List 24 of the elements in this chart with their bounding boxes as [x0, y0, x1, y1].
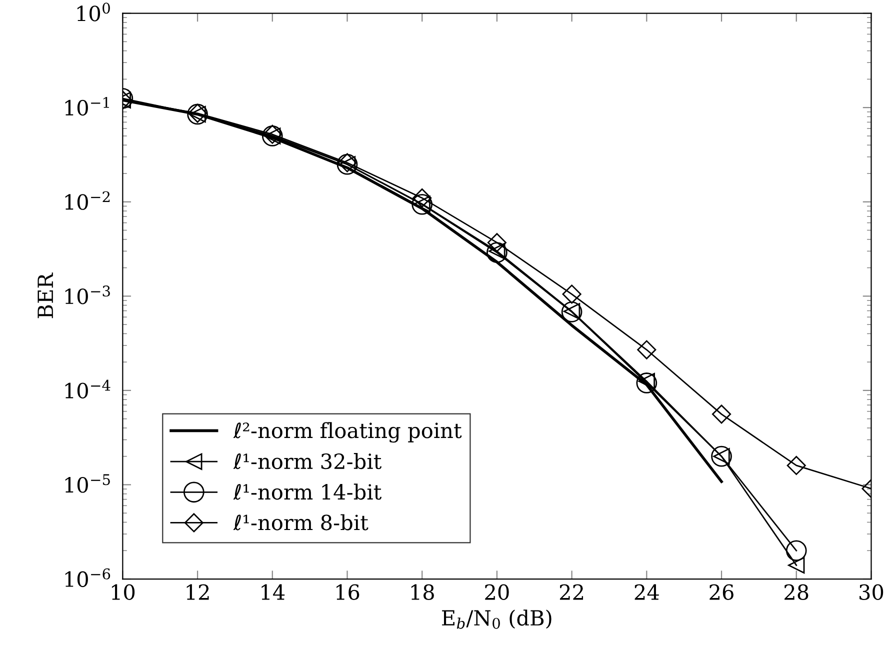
y-tick-label: 10$^{−3}$ — [65, 286, 110, 304]
y-tick-label: 10$^{−5}$ — [65, 474, 110, 493]
x-axis-title: E$_{b}$/N$_{0}$ (dB) — [442, 610, 552, 629]
x-tick-label: 10 — [112, 584, 135, 600]
y-tick-label: 10$^{−6}$ — [65, 568, 110, 588]
y-tick-label: 10$^{0}$ — [77, 2, 110, 22]
x-tick-label: 16 — [336, 584, 360, 600]
legend-label: ℓ¹-norm 32-bit — [233, 453, 382, 470]
x-tick-label: 14 — [262, 584, 285, 600]
x-tick-label: 22 — [560, 584, 584, 600]
y-tick-label: 10$^{−4}$ — [65, 380, 110, 398]
legend-label: ℓ¹-norm 14-bit — [233, 484, 382, 500]
legend-label: ℓ¹-norm 8-bit — [233, 514, 368, 530]
x-tick-label: 12 — [186, 584, 209, 600]
y-tick-label: 10$^{−2}$ — [65, 191, 110, 210]
y-axis-title: BER — [38, 272, 53, 318]
x-tick-label: 24 — [634, 584, 659, 600]
x-tick-label: 30 — [860, 584, 884, 600]
y-tick-label: 10$^{−1}$ — [65, 96, 109, 116]
legend-label: ℓ²-norm floating point — [233, 422, 462, 443]
x-tick-label: 28 — [784, 584, 808, 600]
x-tick-label: 26 — [710, 584, 734, 600]
x-tick-label: 18 — [411, 584, 434, 600]
x-tick-label: 20 — [485, 584, 509, 600]
